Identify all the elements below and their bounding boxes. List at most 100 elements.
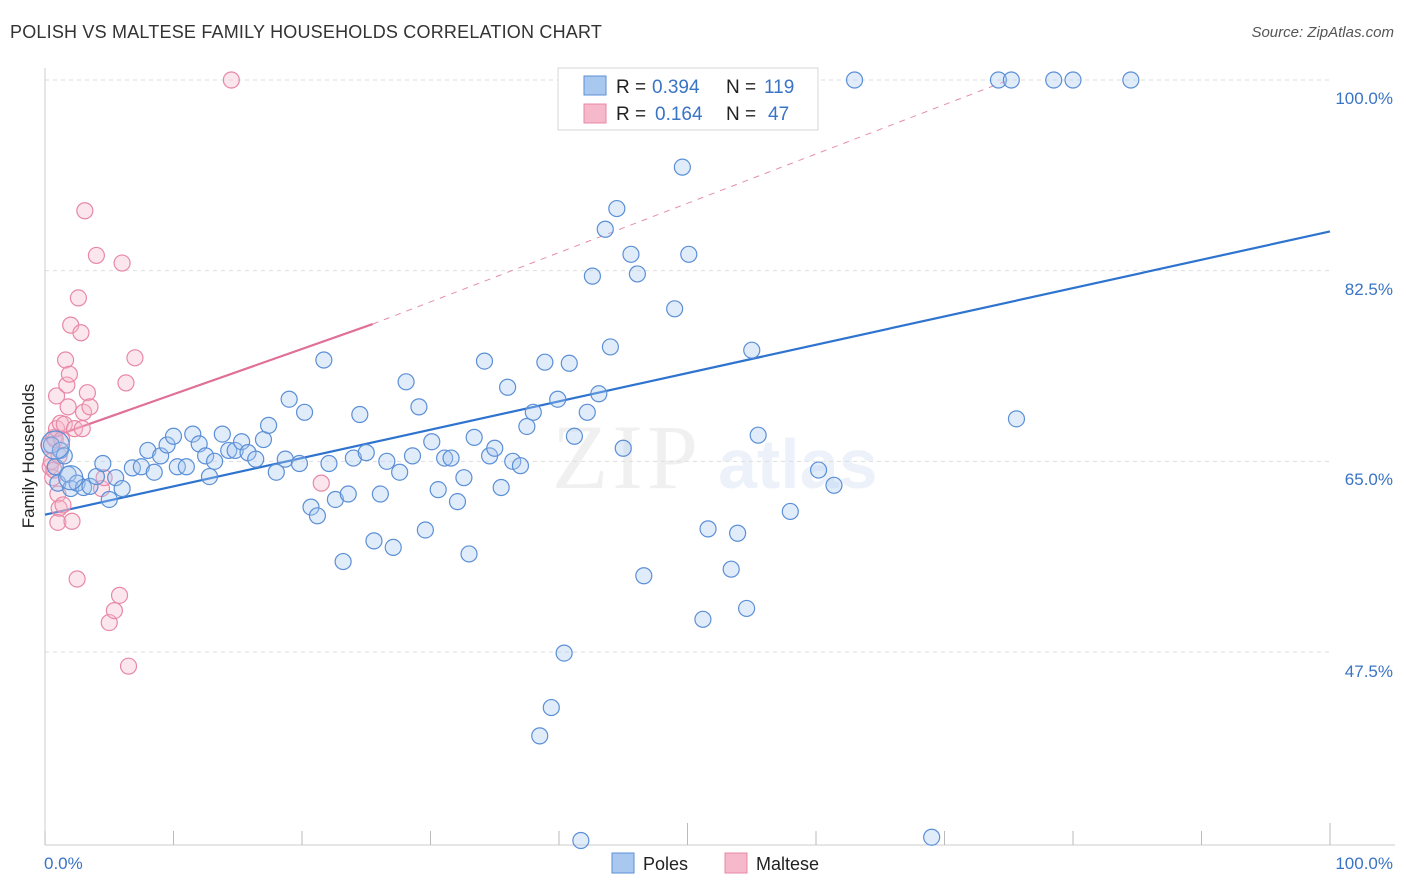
poles-point [267,463,285,481]
poles-point [614,439,632,457]
poles-point [197,447,215,465]
poles-point [247,450,265,468]
poles-point [1002,71,1020,89]
maltese-point [126,349,144,367]
maltese-point [73,420,91,438]
poles-point [749,426,767,444]
poles-point [276,450,294,468]
y-axis-title: Family Households [19,384,38,529]
legend-maltese-n-value: 47 [768,104,789,125]
poles-point [560,354,578,372]
poles-point [628,265,646,283]
poles-point [536,353,554,371]
poles-point [499,378,517,396]
poles-point [42,436,61,454]
poles-point [1064,71,1082,89]
poles-point [635,567,653,585]
maltese-point [69,289,88,307]
y-tick-label-65: 65.0% [1345,470,1393,489]
bottom-legend-poles-swatch [611,852,635,874]
poles-point [608,199,626,218]
poles-point [989,71,1008,89]
watermark-atlas: atlas [718,425,878,503]
legend-maltese-r-value: 0.164 [655,104,703,125]
chart-title: POLISH VS MALTESE FAMILY HOUSEHOLDS CORR… [10,22,603,42]
poles-point [722,560,740,578]
poles-point [699,520,717,538]
poles-point [152,447,170,465]
poles-point [351,405,369,424]
poles-point [531,727,549,745]
poles-point [164,427,183,445]
maltese-trend-extension [372,79,1009,325]
poles-point [295,403,314,421]
poles-point [107,469,125,487]
watermark-zip: ZIP [552,406,702,508]
poles-point [123,459,141,477]
poles-point [320,454,338,473]
poles-point [233,433,251,451]
maltese-point [78,384,97,402]
maltese-point [87,246,106,265]
poles-point [524,403,542,421]
poles-point [590,385,608,403]
maltese-point [119,657,138,675]
poles-point [132,458,150,476]
poles-point [1045,71,1063,89]
series-legend: Poles Maltese [611,852,819,874]
poles-point [81,477,99,495]
legend-poles-r-label: R = [616,77,646,98]
maltese-point [110,586,129,604]
poles-point [326,490,345,509]
legend-maltese-n-label: N = [726,104,756,125]
poles-point [694,610,712,628]
poles-point [429,481,447,499]
poles-point [357,444,375,462]
poles-point [809,461,828,479]
poles-point [622,245,640,263]
poles-point [384,538,402,557]
poles-point [423,433,441,451]
poles-point [308,507,327,525]
poles-point [455,469,473,487]
poles-point [442,449,460,467]
maltese-point [49,513,67,531]
chart-source: Source: ZipAtlas.com [1251,24,1394,41]
poles-point-cluster [40,430,70,460]
maltese-point [58,376,76,394]
correlation-legend: R = 0.394 N = 119 R = 0.164 N = 47 [557,67,819,131]
poles-point [200,467,219,486]
points-layer [40,71,1140,850]
maltese-point [68,570,86,588]
poles-point [448,493,467,511]
maltese-point [54,496,72,514]
maltese-trend-line [44,323,374,441]
poles-point [583,267,602,285]
poles-point [825,476,843,494]
poles-point [729,524,747,542]
poles-point [738,599,756,618]
poles-point [1122,71,1140,89]
poles-point [184,425,202,443]
poles-point [549,390,567,408]
poles-point [315,351,333,369]
legend-maltese-r-label: R = [616,104,646,125]
poles-point [206,452,224,470]
poles-point [565,427,584,445]
poles-point [100,490,118,509]
x-tick-label-100: 100.0% [1335,854,1393,873]
legend-poles-swatch [583,75,607,96]
poles-point [1007,410,1026,428]
poles-point [743,341,761,359]
poles-trend-line [44,230,1331,516]
poles-point [845,71,864,89]
poles-point [673,158,691,176]
watermark: ZIP atlas [552,406,878,508]
maltese-point [47,387,66,405]
y-tick-label-100: 100.0% [1335,89,1393,108]
maltese-point [55,415,73,433]
poles-point [397,373,415,391]
x-tick-label-0: 0.0% [44,854,83,873]
poles-point [371,485,389,503]
